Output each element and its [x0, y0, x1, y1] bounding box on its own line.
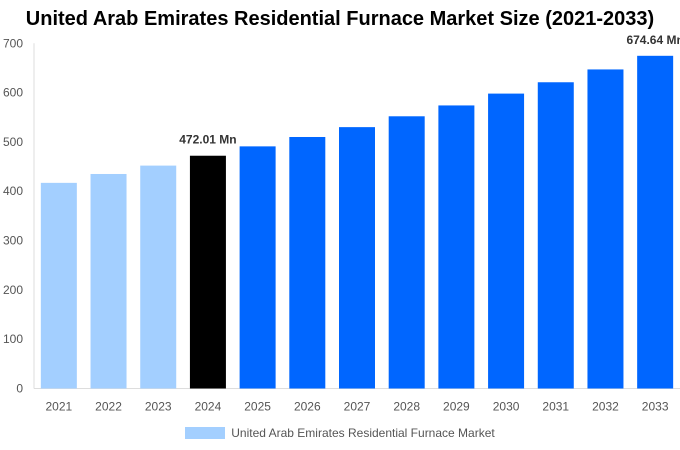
- bar-2027: [339, 127, 375, 389]
- legend-swatch: [185, 427, 226, 439]
- x-tick-label: 2024: [195, 400, 222, 414]
- y-tick-label: 0: [16, 382, 23, 396]
- chart-title: United Arab Emirates Residential Furnace…: [25, 8, 655, 30]
- bar-2024: [189, 155, 226, 389]
- x-tick-label: 2028: [393, 400, 420, 414]
- y-tick-label: 700: [3, 36, 23, 50]
- legend: United Arab Emirates Residential Furnace…: [0, 426, 680, 440]
- bar-2033: [637, 55, 674, 389]
- x-tick-label: 2021: [45, 400, 72, 414]
- bar-2022: [90, 173, 127, 389]
- bar-2031: [537, 82, 574, 389]
- bar-2025: [239, 146, 276, 389]
- y-tick-label: 500: [3, 135, 23, 149]
- y-tick-label: 300: [3, 234, 23, 248]
- bar-2028: [388, 116, 425, 389]
- x-tick-label: 2032: [592, 400, 619, 414]
- data-label: 674.64 Mn: [626, 33, 680, 47]
- legend-label: United Arab Emirates Residential Furnace…: [231, 426, 495, 440]
- x-tick-label: 2022: [95, 400, 122, 414]
- x-tick-label: 2031: [542, 400, 569, 414]
- y-tick-label: 400: [3, 184, 23, 198]
- x-tick-label: 2025: [244, 400, 271, 414]
- bar-2023: [140, 165, 177, 389]
- x-tick-label: 2030: [493, 400, 520, 414]
- bar-2029: [438, 105, 475, 389]
- x-tick-label: 2026: [294, 400, 321, 414]
- data-label: 472.01 Mn: [179, 133, 236, 147]
- y-tick-label: 200: [3, 283, 23, 297]
- x-tick-label: 2033: [642, 400, 669, 414]
- bar-2021: [40, 182, 77, 389]
- x-tick-label: 2023: [145, 400, 172, 414]
- x-tick-label: 2029: [443, 400, 470, 414]
- bar-2032: [587, 69, 624, 389]
- y-tick-label: 600: [3, 86, 23, 100]
- x-tick-label: 2027: [344, 400, 371, 414]
- bar-2026: [289, 136, 326, 389]
- bar-2030: [488, 93, 525, 389]
- y-tick-label: 100: [3, 332, 23, 346]
